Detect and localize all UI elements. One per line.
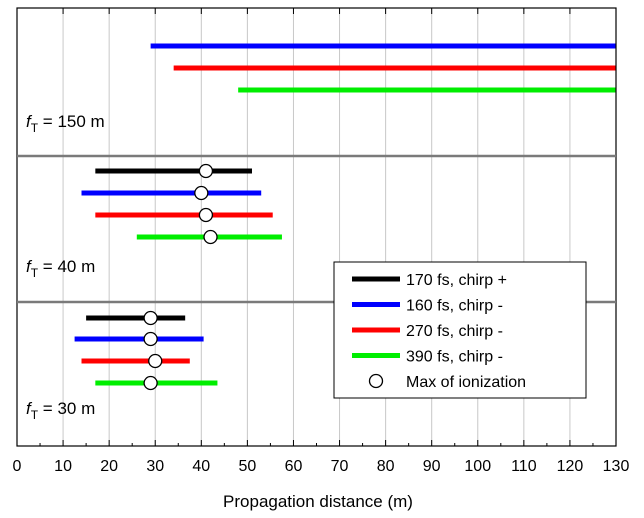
x-tick-label: 100 — [464, 458, 491, 475]
x-tick-label: 80 — [377, 458, 395, 475]
panel-label: fT = 30 m — [26, 399, 95, 422]
x-axis-label: Propagation distance (m) — [223, 492, 413, 511]
x-tick-label: 10 — [54, 458, 72, 475]
x-tick-label: 110 — [511, 458, 537, 475]
x-tick-label: 120 — [557, 458, 584, 475]
legend-label: 160 fs, chirp - — [406, 298, 503, 315]
ionization-max-point — [143, 310, 158, 326]
legend-swatch — [368, 373, 384, 389]
x-tick-label: 40 — [192, 458, 210, 475]
legend-label: 270 fs, chirp - — [406, 323, 503, 340]
panel-label: fT = 150 m — [26, 112, 105, 135]
ionization-max-point — [203, 229, 218, 245]
x-tick-label: 50 — [238, 458, 256, 475]
x-axis: 0 10 20 30 40 50 60 70 80 90 100 110 120 130 — [13, 8, 630, 475]
x-tick-label: 20 — [100, 458, 118, 475]
chart-marks — [74, 43, 616, 391]
panel-label: fT = 40 m — [26, 257, 95, 280]
x-tick-label: 70 — [331, 458, 349, 475]
legend-label: 170 fs, chirp + — [406, 272, 507, 289]
ionization-max-point — [198, 163, 214, 179]
x-tick-label: 30 — [146, 458, 164, 475]
panel-labels: fT = 150 m fT = 40 m fT = 30 m — [26, 112, 105, 422]
ionization-max-point — [198, 207, 214, 223]
ionization-max-point — [194, 185, 209, 201]
ionization-max-point — [143, 375, 158, 391]
legend: 170 fs, chirp + 160 fs, chirp - 270 fs, ch… — [333, 261, 587, 399]
x-tick-label: 130 — [603, 458, 630, 475]
ionization-max-point — [148, 353, 163, 369]
x-tick-label: 0 — [13, 458, 22, 475]
ionization-max-point — [143, 331, 158, 347]
x-tick-label: 60 — [285, 458, 303, 475]
legend-label: Max of ionization — [406, 374, 526, 391]
x-tick-label: 90 — [423, 458, 441, 475]
legend-label: 390 fs, chirp - — [406, 349, 503, 366]
